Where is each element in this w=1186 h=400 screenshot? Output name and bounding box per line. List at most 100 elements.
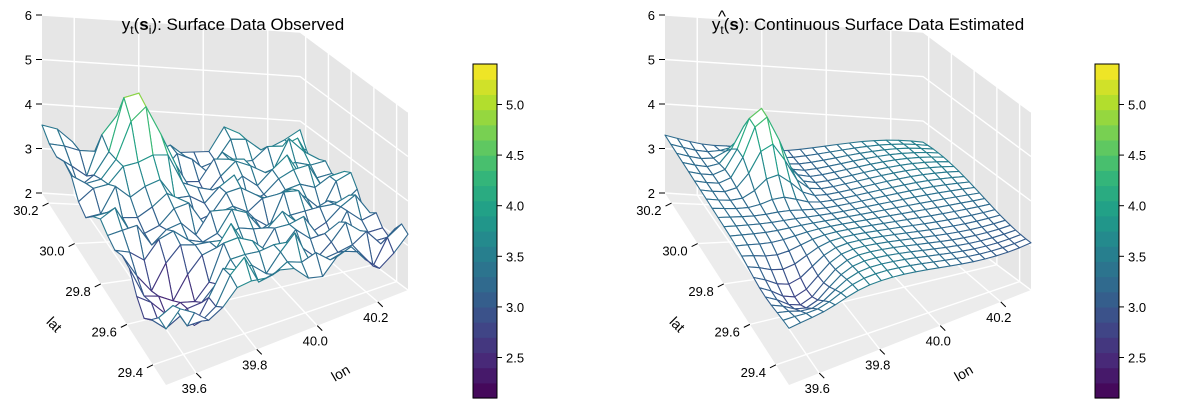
lon-tick xyxy=(879,349,886,355)
colorbar-tick-label: 3.0 xyxy=(506,300,524,315)
grid-line xyxy=(775,280,1020,366)
colorbar-band xyxy=(1095,367,1119,384)
colorbar-band xyxy=(1095,246,1119,262)
title-part: t xyxy=(720,23,724,37)
colorbar-band xyxy=(473,306,497,323)
grid-line xyxy=(664,58,1032,158)
grid-line xyxy=(664,14,1032,113)
colorbar-tick-label: 3.5 xyxy=(506,249,524,264)
colorbar-band xyxy=(1095,291,1119,308)
colorbar-frame xyxy=(472,63,498,399)
z-tick-label: 5 xyxy=(25,53,32,68)
z-tick-label: 6 xyxy=(648,8,655,23)
colorbar-band xyxy=(473,322,497,338)
colorbar-tick-label: 4.0 xyxy=(1128,199,1146,214)
lon-tick-label: 39.6 xyxy=(182,381,207,396)
z-tick-label: 5 xyxy=(648,53,655,68)
lon-tick xyxy=(818,372,825,379)
colorbar-tick-label: 3.0 xyxy=(1128,300,1146,315)
lat-tick-label: 29.4 xyxy=(118,365,143,380)
lon-axis-label: lon xyxy=(951,361,975,384)
lat-tick xyxy=(691,243,698,247)
surface-mesh xyxy=(664,107,1032,329)
lon-tick xyxy=(1000,301,1007,308)
colorbar-band xyxy=(473,170,497,187)
colorbar-band xyxy=(1095,276,1119,293)
lat-axis-label: lat xyxy=(666,313,688,335)
colorbar-band xyxy=(1095,215,1119,232)
colorbar-band xyxy=(1095,79,1119,95)
lon-tick-label: 39.6 xyxy=(805,381,830,396)
lat-axis-label: lat xyxy=(43,313,65,335)
colorbar-band xyxy=(473,291,497,308)
lat-tick-label: 29.8 xyxy=(65,284,90,299)
title-part: ( xyxy=(724,15,730,34)
colorbar-band xyxy=(1095,306,1119,323)
title-part: y xyxy=(712,15,721,34)
colorbar-band xyxy=(473,246,497,262)
lon-tick-label: 39.8 xyxy=(865,357,890,372)
z-tick-label: 3 xyxy=(648,142,655,157)
lat-tick-label: 30.0 xyxy=(39,244,64,259)
colorbar-band xyxy=(1095,231,1119,247)
colorbar-band xyxy=(473,200,497,217)
lat-tick xyxy=(120,323,128,328)
colorbar-band xyxy=(473,155,497,171)
title-part: ( xyxy=(134,15,140,34)
colorbar-band xyxy=(1095,94,1119,111)
title-part: t xyxy=(130,23,134,37)
title-part: s xyxy=(139,15,148,34)
colorbar-tick-label: 3.5 xyxy=(1128,249,1146,264)
colorbar-band xyxy=(1095,124,1119,141)
colorbar: 2.5 3.0 3.5 4.0 4.5 5.0 xyxy=(472,63,524,399)
title-part: ): Surface Data Observed xyxy=(151,15,344,34)
colorbar-tick-label: 4.0 xyxy=(506,199,524,214)
colorbar-band xyxy=(1095,382,1119,399)
colorbar-tick-label: 5.0 xyxy=(1128,97,1146,112)
colorbar-band xyxy=(473,276,497,293)
lat-tick-label: 30.0 xyxy=(662,244,687,259)
z-tick-label: 2 xyxy=(648,186,655,201)
lon-tick xyxy=(316,325,323,331)
grid-line xyxy=(41,58,409,158)
colorbar-frame xyxy=(1094,63,1120,399)
colorbar-band xyxy=(1095,155,1119,171)
title-part: y xyxy=(122,15,131,34)
lat-tick xyxy=(743,323,751,328)
colorbar-band xyxy=(473,109,497,126)
lat-tick-label: 29.8 xyxy=(688,284,713,299)
grid-line xyxy=(664,103,1032,202)
chart-panel-2: 2 3 4 5 6 29.4 29.6 29.8 30.0 30.2 39.6 39.8 40.0 40.… xyxy=(636,7,1146,399)
lon-tick xyxy=(939,325,946,331)
colorbar-band xyxy=(473,124,497,141)
colorbar-tick-label: 2.5 xyxy=(506,351,524,366)
surface-cell xyxy=(158,305,181,330)
colorbar-band xyxy=(473,139,497,156)
colorbar-band xyxy=(1095,261,1119,278)
colorbar-band xyxy=(1095,322,1119,338)
lat-tick-label: 30.2 xyxy=(636,203,661,218)
surface-mesh xyxy=(41,92,409,330)
colorbar-band xyxy=(473,261,497,278)
lat-tick xyxy=(665,202,672,207)
lat-tick xyxy=(42,202,49,207)
lat-tick-label: 29.4 xyxy=(741,365,766,380)
lat-tick xyxy=(717,283,724,288)
lon-tick-label: 40.0 xyxy=(926,334,951,349)
colorbar-band xyxy=(1095,170,1119,187)
colorbar-band xyxy=(1095,109,1119,126)
colorbar-band xyxy=(473,94,497,111)
lon-tick-label: 40.0 xyxy=(303,334,328,349)
lat-tick xyxy=(68,243,75,247)
lat-tick-label: 29.6 xyxy=(715,324,740,339)
colorbar-band xyxy=(473,215,497,232)
colorbar-band xyxy=(473,367,497,384)
lat-tick xyxy=(146,364,154,369)
title-part: ): Continuous Surface Data Estimated xyxy=(739,15,1024,34)
lat-tick-label: 30.2 xyxy=(13,203,38,218)
colorbar-band xyxy=(1095,139,1119,156)
lon-tick xyxy=(195,372,202,379)
lon-tick-label: 40.2 xyxy=(363,310,388,325)
chart-title: yt(s): Continuous Surface Data Estimated xyxy=(712,15,1024,37)
colorbar-band xyxy=(1095,185,1119,202)
